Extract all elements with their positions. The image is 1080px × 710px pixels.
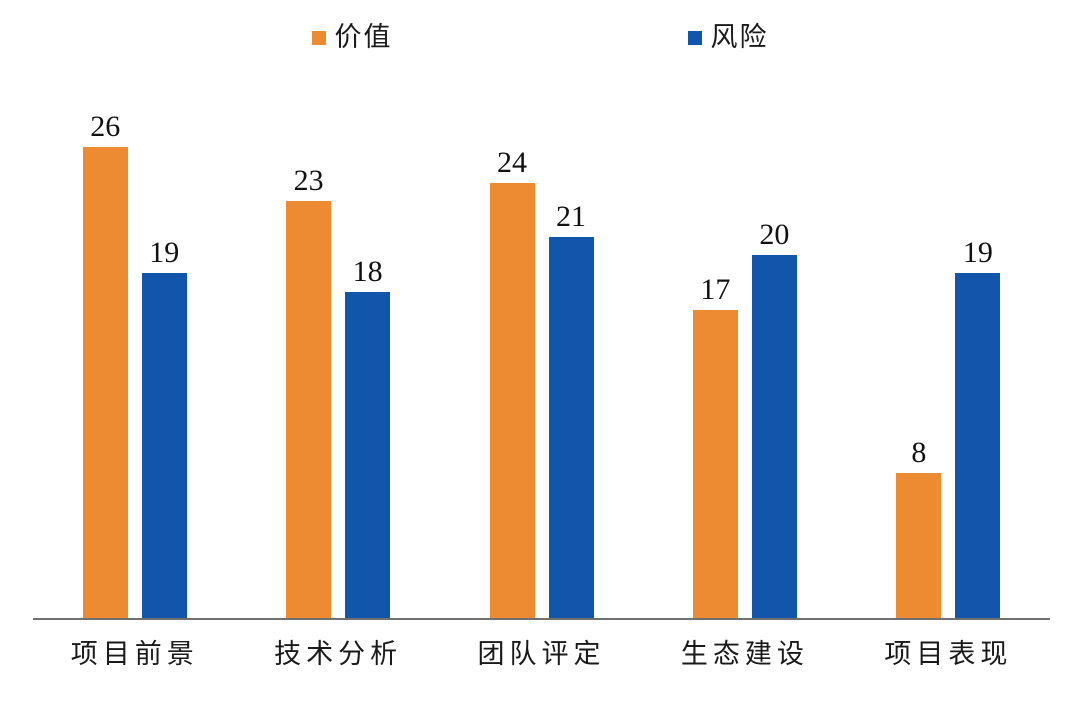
bar-value-label: 20 [759,217,790,251]
x-axis-label-项目表现: 项目表现 [884,639,1013,669]
x-axis-labels: 项目前景 技术分析 团队评定 生态建设 项目表现 [33,632,1050,671]
bar-value-label: 8 [911,435,927,469]
bar-column: 19 [955,235,1001,618]
legend-label: 价值 [334,22,393,52]
bar-风险-团队评定 [548,237,594,618]
bar-group-生态建设: 17 20 [643,74,846,618]
bar-value-label: 21 [556,199,587,233]
bar-column: 20 [751,217,797,618]
legend-item-价值: 价值 [311,22,393,52]
bar-group-团队评定: 24 21 [440,74,643,618]
bar-column: 8 [896,435,942,618]
bar-column: 24 [489,145,535,618]
bar-风险-技术分析 [345,292,391,618]
x-axis-label-团队评定: 团队评定 [477,639,606,669]
bar-value-label: 19 [962,235,993,269]
x-axis-label-项目前景: 项目前景 [70,639,199,669]
bar-value-label: 24 [497,145,528,179]
bar-group-项目前景: 26 19 [33,74,236,618]
bar-column: 26 [82,109,128,618]
chart-legend: 价值 风险 [0,24,1080,51]
bar-价值-生态建设 [692,310,738,618]
bar-column: 21 [548,199,594,618]
bar-风险-生态建设 [751,255,797,618]
bar-group-技术分析: 23 18 [236,74,439,618]
bar-column: 17 [692,272,738,618]
bar-价值-技术分析 [286,201,332,618]
legend-item-风险: 风险 [687,22,769,52]
bar-value-label: 19 [149,235,180,269]
bar-value-label: 18 [352,254,383,288]
bar-价值-团队评定 [489,183,535,618]
bar-value-label: 26 [90,109,121,143]
bar-value-label: 17 [700,272,731,306]
bar-风险-项目表现 [955,273,1001,618]
bar-风险-项目前景 [141,273,187,618]
bar-group-项目表现: 8 19 [847,74,1050,618]
plot-area: 26 19 23 18 24 21 17 20 8 19 [33,74,1050,620]
legend-swatch-icon [687,30,702,45]
x-axis-label-生态建设: 生态建设 [680,639,809,669]
bar-价值-项目表现 [896,473,942,618]
legend-label: 风险 [710,22,769,52]
bar-价值-项目前景 [82,147,128,618]
legend-swatch-icon [311,30,326,45]
x-axis-label-技术分析: 技术分析 [274,639,403,669]
bar-column: 18 [345,254,391,618]
bar-column: 23 [286,163,332,618]
bar-column: 19 [141,235,187,618]
bar-value-label: 23 [293,163,324,197]
